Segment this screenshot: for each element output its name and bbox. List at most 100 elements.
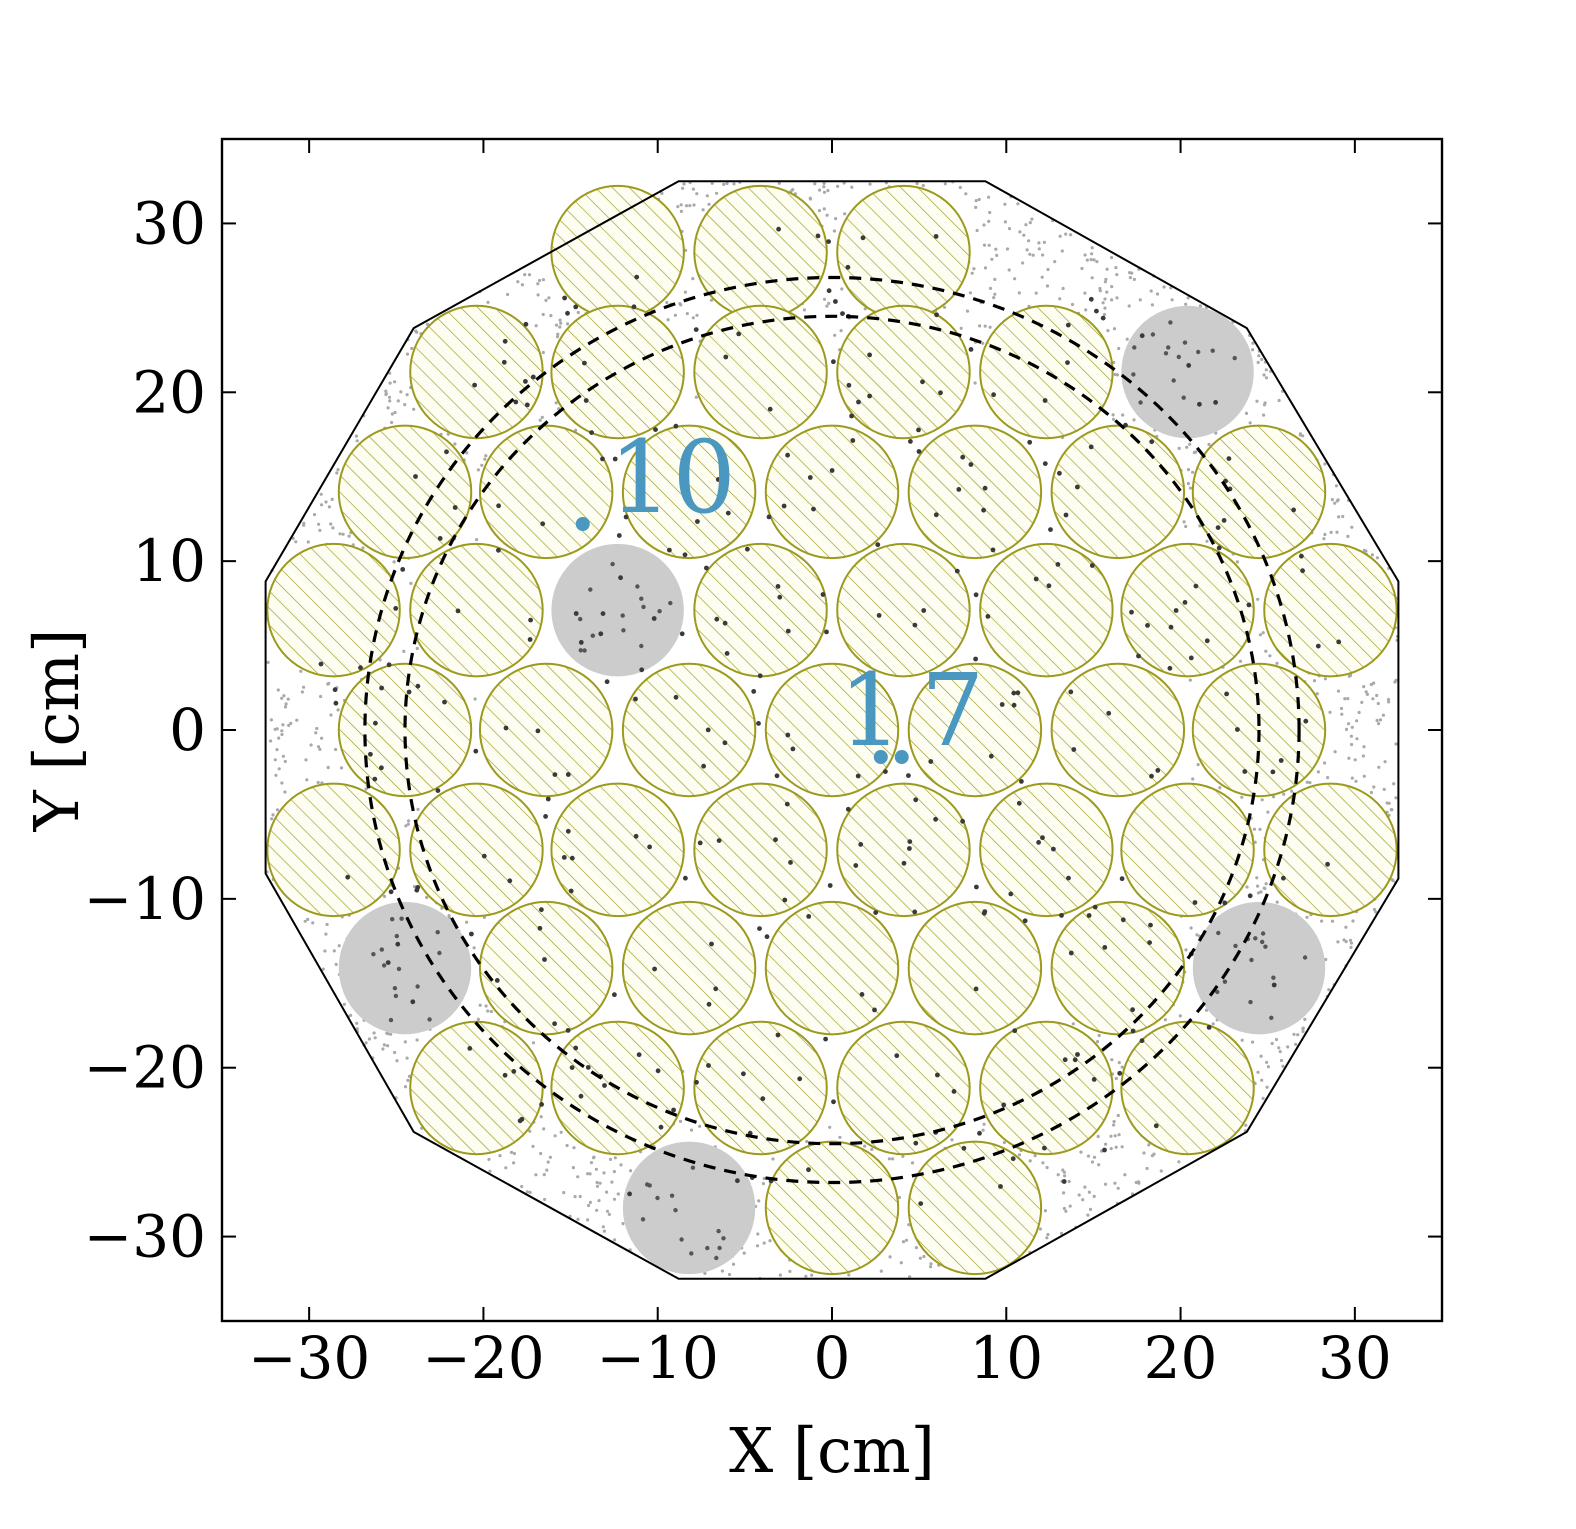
bg-event-point (1064, 232, 1068, 236)
bg-event-point (1080, 266, 1084, 271)
event-point (826, 288, 832, 294)
bg-event-point (987, 219, 991, 223)
bg-event-point (1244, 411, 1249, 415)
bg-event-point (1256, 1070, 1260, 1074)
bg-event-point (488, 1169, 492, 1173)
bg-event-point (1033, 1154, 1037, 1158)
bg-event-point (1255, 399, 1259, 403)
bg-event-point (1279, 1058, 1284, 1063)
event-point (582, 648, 587, 653)
event-point (806, 914, 812, 919)
bg-event-point (1169, 286, 1173, 290)
event-point (1242, 769, 1248, 774)
bg-event-point (1235, 560, 1239, 564)
bg-event-point (722, 182, 726, 186)
bg-event-point (891, 1157, 895, 1161)
bg-event-point (1255, 876, 1259, 880)
event-point (1011, 702, 1017, 708)
event-point (569, 855, 575, 861)
bg-event-point (473, 697, 477, 701)
bg-event-point (541, 312, 545, 317)
bg-event-point (1351, 919, 1355, 923)
y-tick-label: 0 (169, 696, 206, 764)
bg-event-point (1127, 304, 1131, 308)
bg-event-point (1113, 1181, 1117, 1185)
event-point (1138, 400, 1143, 405)
bg-event-point (965, 309, 970, 313)
bg-event-point (355, 1021, 359, 1025)
bg-event-point (840, 287, 844, 291)
event-point (437, 536, 443, 541)
event-point (1303, 718, 1309, 724)
bg-event-point (305, 778, 309, 782)
dashed-circle (403, 314, 1261, 1146)
pmt-active (478, 424, 614, 560)
bg-event-point (331, 526, 335, 530)
x-tick-label: −20 (422, 1324, 544, 1392)
bg-event-point (964, 192, 968, 196)
bg-event-point (1260, 1078, 1264, 1082)
bg-event-point (483, 457, 487, 461)
bg-event-point (1137, 1181, 1141, 1185)
bg-event-point (283, 759, 287, 764)
bg-event-point (386, 406, 390, 410)
bg-event-point (1031, 253, 1035, 257)
event-point (736, 331, 742, 337)
bg-event-point (688, 204, 692, 208)
event-point (1155, 768, 1161, 773)
bg-event-point (691, 316, 695, 320)
event-point (1048, 527, 1053, 532)
bg-event-point (808, 197, 813, 201)
event-point (671, 1107, 676, 1113)
bg-event-point (553, 1134, 557, 1138)
event-point (1233, 943, 1238, 949)
bg-event-point (695, 313, 699, 317)
event-point (623, 514, 629, 520)
bg-event-point (325, 922, 329, 927)
pmt-active (409, 1020, 544, 1156)
event-point (388, 889, 394, 895)
pmt-active (1050, 424, 1186, 560)
pmt-active (1263, 782, 1398, 918)
bg-event-point (1104, 277, 1108, 281)
event-point (815, 233, 821, 239)
bg-event-point (1290, 789, 1294, 793)
bg-event-point (1330, 919, 1335, 923)
bg-event-point (269, 718, 273, 722)
bg-event-point (1327, 988, 1331, 992)
bg-event-point (1354, 779, 1358, 783)
bg-event-point (1281, 1064, 1285, 1068)
bg-event-point (555, 335, 560, 339)
y-tick-label: 10 (132, 527, 206, 595)
bg-event-point (888, 1255, 892, 1259)
bg-event-point (692, 203, 696, 207)
event-point (379, 947, 384, 952)
event-point (469, 931, 474, 937)
bg-event-point (1324, 957, 1328, 962)
event-point (511, 1069, 517, 1074)
event-point (694, 1079, 699, 1085)
bg-event-point (685, 312, 689, 316)
bg-event-point (1344, 925, 1348, 929)
bg-event-point (678, 1119, 683, 1123)
annotation-dot (873, 750, 888, 765)
bg-event-point (1262, 886, 1266, 890)
bg-event-point (981, 341, 985, 345)
event-point (318, 661, 324, 667)
bg-event-point (1364, 549, 1368, 553)
event-point (715, 477, 721, 482)
bg-event-point (266, 660, 270, 665)
bg-event-point (993, 292, 997, 296)
bg-event-point (1303, 1017, 1307, 1022)
bg-event-point (771, 1157, 775, 1161)
event-point (523, 379, 528, 384)
event-point (1066, 875, 1071, 881)
bg-event-point (1330, 498, 1334, 502)
event-point (716, 1228, 721, 1234)
bg-event-point (547, 296, 551, 300)
event-point (875, 542, 881, 548)
bg-event-point (1256, 360, 1260, 364)
event-point (1149, 439, 1155, 445)
x-tick-label: 10 (969, 1324, 1043, 1392)
bg-event-point (1130, 271, 1134, 275)
